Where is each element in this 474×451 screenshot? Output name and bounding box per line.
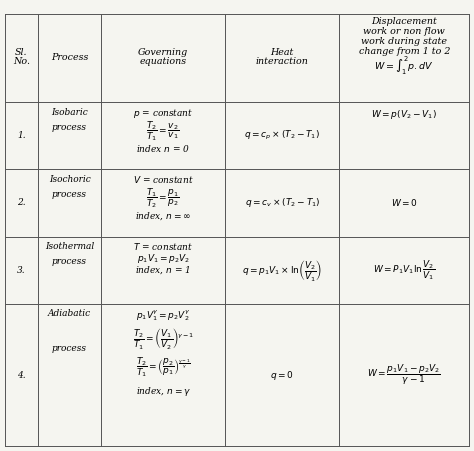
- Text: $V$ = constant: $V$ = constant: [133, 174, 193, 185]
- Text: $p$ = constant: $p$ = constant: [133, 107, 193, 120]
- Text: $\dfrac{T_2}{T_1} = \dfrac{v_2}{v_1}$: $\dfrac{T_2}{T_1} = \dfrac{v_2}{v_1}$: [146, 120, 180, 143]
- Text: $\dfrac{T_1}{T_2} = \dfrac{p_1}{p_2}$: $\dfrac{T_1}{T_2} = \dfrac{p_1}{p_2}$: [146, 187, 180, 210]
- Text: 2.: 2.: [17, 198, 26, 207]
- Text: process: process: [52, 190, 87, 199]
- Text: $W = P_1 V_1 \ln \dfrac{V_2}{V_1}$: $W = P_1 V_1 \ln \dfrac{V_2}{V_1}$: [373, 258, 435, 282]
- Text: change from 1 to 2: change from 1 to 2: [358, 47, 450, 56]
- Text: process: process: [52, 257, 87, 266]
- Text: index, $n$ = 1: index, $n$ = 1: [136, 264, 191, 276]
- Text: Process: Process: [51, 53, 88, 62]
- Text: $q = c_p \times (T_2 - T_1)$: $q = c_p \times (T_2 - T_1)$: [245, 129, 320, 143]
- Text: Sl.: Sl.: [15, 48, 27, 57]
- Text: $\dfrac{T_2}{T_1} = \left(\dfrac{V_1}{V_2}\right)^{\!\gamma-1}$: $\dfrac{T_2}{T_1} = \left(\dfrac{V_1}{V_…: [133, 326, 194, 351]
- Text: $W = 0$: $W = 0$: [391, 198, 418, 208]
- Text: interaction: interaction: [256, 57, 309, 66]
- Text: process: process: [52, 123, 87, 132]
- Text: 4.: 4.: [17, 371, 26, 380]
- Text: $q = 0$: $q = 0$: [270, 368, 294, 382]
- Text: $\dfrac{T_2}{T_1} = \left(\dfrac{p_2}{p_1}\right)^{\!\frac{\gamma-1}{\gamma}}$: $\dfrac{T_2}{T_1} = \left(\dfrac{p_2}{p_…: [136, 355, 191, 379]
- Text: No.: No.: [13, 57, 30, 66]
- Text: Displacement: Displacement: [371, 17, 437, 26]
- Text: $W = \dfrac{p_1 V_1 - p_2 V_2}{\gamma - 1}$: $W = \dfrac{p_1 V_1 - p_2 V_2}{\gamma - …: [367, 363, 441, 387]
- Text: work or non flow: work or non flow: [364, 27, 445, 36]
- Text: index, $n = \gamma$: index, $n = \gamma$: [136, 385, 191, 398]
- Text: $p_1 V_1 = p_2 V_2$: $p_1 V_1 = p_2 V_2$: [137, 252, 190, 265]
- Text: Isothermal: Isothermal: [45, 242, 94, 251]
- Text: process: process: [52, 344, 87, 353]
- Text: Adiabatic: Adiabatic: [48, 309, 91, 318]
- Text: 3.: 3.: [17, 266, 26, 275]
- Text: Isobaric: Isobaric: [51, 108, 88, 117]
- Text: equations: equations: [139, 57, 187, 66]
- Text: work during state: work during state: [361, 37, 447, 46]
- Text: $p_1 V_1^{\gamma} = p_2 V_2^{\gamma}$: $p_1 V_1^{\gamma} = p_2 V_2^{\gamma}$: [136, 308, 191, 323]
- Text: Heat: Heat: [271, 48, 294, 57]
- Text: 1.: 1.: [17, 131, 26, 140]
- Text: Isochoric: Isochoric: [49, 175, 91, 184]
- Text: $W = \int_{1}^{2} p.dV$: $W = \int_{1}^{2} p.dV$: [374, 55, 434, 77]
- Text: index, $n = \infty$: index, $n = \infty$: [135, 210, 191, 221]
- Text: $T$ = constant: $T$ = constant: [133, 241, 193, 252]
- Text: $W = p(V_2 - V_1)$: $W = p(V_2 - V_1)$: [371, 108, 437, 121]
- Text: $q = p_1 V_1 \times \ln\!\left(\dfrac{V_2}{V_1}\right)$: $q = p_1 V_1 \times \ln\!\left(\dfrac{V_…: [242, 258, 322, 283]
- Text: $q = c_v \times (T_2 - T_1)$: $q = c_v \times (T_2 - T_1)$: [245, 197, 320, 209]
- Text: Governing: Governing: [138, 48, 188, 57]
- Text: index $n$ = 0: index $n$ = 0: [136, 143, 190, 154]
